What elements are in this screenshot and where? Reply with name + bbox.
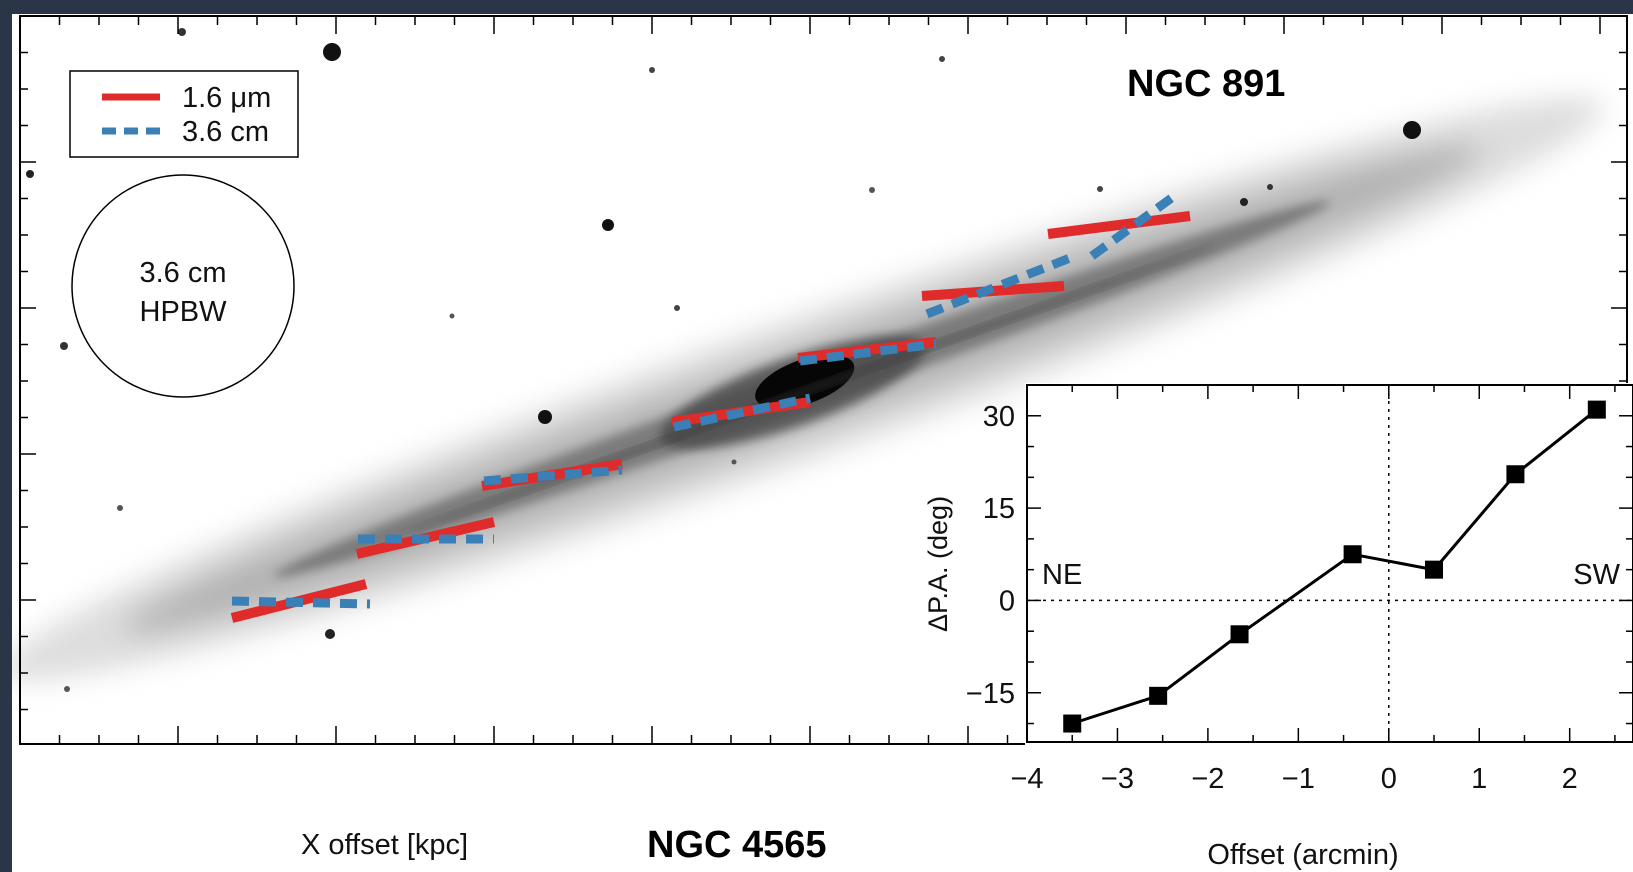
beam-label-line2: HPBW xyxy=(140,296,228,328)
radio-vector xyxy=(1089,190,1180,260)
inset-plot-frame xyxy=(1026,384,1633,743)
data-point xyxy=(1063,714,1082,733)
data-point xyxy=(1343,545,1362,564)
radio-vector xyxy=(799,339,937,366)
data-point xyxy=(1587,400,1606,419)
beam-circle: 3.6 cm HPBW xyxy=(71,174,295,398)
y-tick-label: −15 xyxy=(966,678,1015,710)
x-tick-label: 0 xyxy=(1381,763,1397,795)
bottom-galaxy-label: NGC 4565 xyxy=(647,824,827,866)
inset-x-axis-label: Offset (arcmin) xyxy=(1207,839,1398,871)
legend-label-radio: 3.6 cm xyxy=(182,116,269,148)
polarization-vectors xyxy=(230,190,1191,623)
annotation-ne: NE xyxy=(1042,559,1082,591)
radio-vector xyxy=(231,596,371,609)
radio-vector xyxy=(673,393,811,432)
x-tick-label: −2 xyxy=(1191,763,1224,795)
x-tick-label: 2 xyxy=(1562,763,1578,795)
radio-vector xyxy=(483,465,623,486)
nir-vector xyxy=(1047,211,1191,239)
annotation-sw: SW xyxy=(1573,559,1620,591)
legend-item-nir: 1.6 μm xyxy=(102,82,271,114)
legend-label-nir: 1.6 μm xyxy=(182,82,271,114)
inset-chart: −4 −3 −2 −1 0 1 2 −15 0 15 30 NE SW Offset (arcmin… xyxy=(923,383,1633,871)
legend: 1.6 μm 3.6 cm xyxy=(69,70,299,158)
data-point xyxy=(1230,625,1249,644)
y-tick-label: 30 xyxy=(983,401,1015,433)
figure-panel: 1.6 μm 3.6 cm 3.6 cm HPBW NGC 891 X offs… xyxy=(12,14,1633,872)
data-point xyxy=(1506,465,1525,484)
inset-y-axis-label: ΔP.A. (deg) xyxy=(923,496,953,632)
x-tick-label: −4 xyxy=(1010,763,1043,795)
data-point xyxy=(1425,560,1444,579)
beam-label-line1: 3.6 cm xyxy=(139,257,226,289)
x-tick-label: −3 xyxy=(1101,763,1134,795)
y-tick-label: 0 xyxy=(999,585,1015,617)
legend-item-radio: 3.6 cm xyxy=(102,116,269,148)
figure-canvas: 1.6 μm 3.6 cm 3.6 cm HPBW NGC 891 X offs… xyxy=(12,15,1633,871)
data-point xyxy=(1149,686,1168,705)
galaxy-label: NGC 891 xyxy=(1127,63,1285,105)
x-tick-label: 1 xyxy=(1471,763,1487,795)
x-axis-label: X offset [kpc] xyxy=(301,829,468,861)
y-tick-label: 15 xyxy=(983,493,1015,525)
x-tick-label: −1 xyxy=(1282,763,1315,795)
